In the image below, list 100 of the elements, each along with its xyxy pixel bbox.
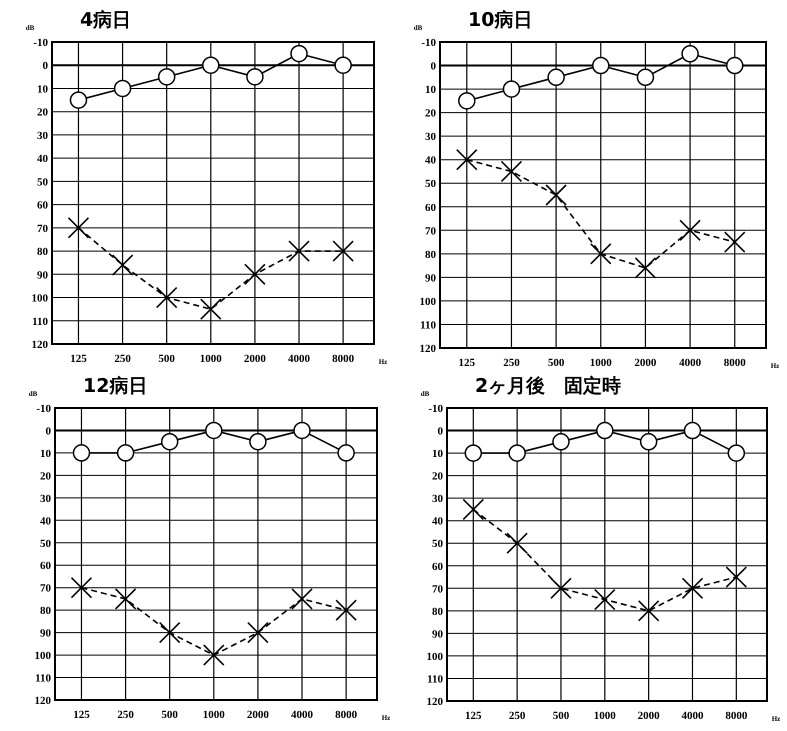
point bbox=[291, 588, 313, 610]
point bbox=[506, 532, 528, 554]
point bbox=[247, 622, 269, 644]
y-tick-label: 80 bbox=[37, 246, 48, 258]
y-tick-label: 20 bbox=[425, 108, 436, 120]
point bbox=[249, 432, 267, 450]
y-tick-label: 90 bbox=[432, 628, 444, 640]
y-tick-label: 10 bbox=[432, 448, 444, 460]
y-tick-label: 70 bbox=[432, 583, 444, 596]
point bbox=[545, 184, 567, 206]
y-tick-label: 30 bbox=[40, 492, 52, 505]
y-tick-label: 120 bbox=[420, 343, 436, 355]
x-tick-label: 2000 bbox=[634, 357, 657, 369]
point bbox=[246, 68, 264, 86]
y-tick-label: 30 bbox=[425, 131, 436, 144]
chart-title: 4病日 bbox=[80, 9, 132, 31]
point bbox=[112, 254, 134, 276]
y-tick-label: 110 bbox=[32, 316, 48, 328]
point bbox=[337, 444, 355, 462]
x-tick-label: 4000 bbox=[288, 353, 311, 365]
x-tick-label: 2000 bbox=[638, 710, 660, 722]
y-tick-label: 10 bbox=[425, 84, 436, 96]
point bbox=[500, 160, 522, 182]
y-tick-label: 60 bbox=[432, 560, 444, 573]
y-tick-label: 40 bbox=[40, 515, 52, 528]
y-tick-label: 80 bbox=[425, 248, 436, 261]
y-tick-label: 20 bbox=[37, 106, 48, 119]
y-tick-label: 90 bbox=[37, 269, 48, 282]
x-tick-label: 2000 bbox=[246, 709, 270, 721]
y-tick-label: 0 bbox=[438, 426, 444, 438]
x-tick-label: 500 bbox=[161, 709, 178, 721]
point bbox=[724, 231, 746, 253]
chart-title: 2ヶ月後 固定時 bbox=[475, 375, 622, 397]
point bbox=[200, 298, 222, 320]
y-tick-label: 100 bbox=[34, 650, 52, 662]
y-tick-label: 120 bbox=[426, 696, 444, 708]
point bbox=[290, 44, 308, 62]
point bbox=[684, 422, 702, 440]
point bbox=[502, 80, 520, 98]
point bbox=[636, 68, 654, 86]
chart-title: 12病日 bbox=[83, 375, 148, 397]
x-tick-label: 2000 bbox=[244, 353, 266, 365]
y-tick-label: 0 bbox=[430, 60, 436, 73]
chart-title: 10病日 bbox=[468, 9, 532, 31]
y-tick-label: 50 bbox=[425, 178, 436, 190]
y-tick-label: 50 bbox=[432, 538, 444, 550]
y-tick-label: 80 bbox=[40, 605, 52, 618]
x-tick-label: 500 bbox=[158, 353, 176, 365]
y-tick-label: 30 bbox=[37, 130, 48, 142]
x-tick-label: 1000 bbox=[202, 709, 226, 721]
y-tick-label: 10 bbox=[40, 448, 52, 460]
x-tick-label: 500 bbox=[552, 710, 570, 722]
point bbox=[640, 433, 658, 451]
point bbox=[681, 45, 699, 63]
point bbox=[158, 68, 176, 86]
y-tick-label: 50 bbox=[40, 538, 52, 550]
point bbox=[634, 257, 656, 279]
x-tick-label: 1000 bbox=[594, 710, 616, 722]
point bbox=[334, 56, 352, 74]
point bbox=[594, 588, 616, 610]
x-tick-label: 125 bbox=[73, 709, 90, 721]
point bbox=[590, 243, 612, 265]
point bbox=[682, 578, 704, 600]
y-tick-label: 70 bbox=[40, 582, 52, 595]
point bbox=[464, 444, 482, 462]
y-tick-label: 60 bbox=[40, 560, 52, 572]
y-tick-label: -10 bbox=[36, 403, 52, 415]
point bbox=[293, 422, 311, 440]
y-tick-label: 120 bbox=[34, 695, 52, 707]
point bbox=[726, 56, 744, 74]
y-tick-label: 20 bbox=[40, 470, 52, 482]
point bbox=[679, 220, 701, 242]
y-tick-label: 90 bbox=[425, 272, 436, 284]
point bbox=[547, 68, 565, 86]
y-tick-label: 60 bbox=[425, 202, 436, 214]
y-tick-label: 40 bbox=[425, 154, 436, 167]
point bbox=[638, 600, 660, 622]
point bbox=[550, 578, 572, 600]
y-tick-label: 20 bbox=[432, 470, 444, 483]
x-tick-label: 8000 bbox=[335, 709, 358, 721]
point bbox=[288, 240, 310, 262]
point bbox=[72, 444, 90, 462]
point bbox=[156, 286, 178, 308]
x-tick-label: 500 bbox=[548, 357, 565, 369]
y-tick-label: 0 bbox=[42, 60, 48, 72]
point bbox=[160, 432, 178, 450]
point bbox=[552, 433, 570, 451]
point bbox=[728, 444, 746, 462]
y-tick-label: -10 bbox=[421, 37, 436, 49]
x-tick-label: 8000 bbox=[724, 357, 746, 369]
point bbox=[456, 148, 478, 170]
point bbox=[244, 264, 266, 286]
point bbox=[158, 622, 180, 644]
x-tick-label: 125 bbox=[458, 357, 476, 369]
point bbox=[68, 217, 90, 239]
y-tick-label: -10 bbox=[428, 403, 444, 415]
point bbox=[458, 92, 476, 110]
y-tick-label: 0 bbox=[46, 425, 52, 438]
y-tick-label: 30 bbox=[432, 493, 444, 506]
point bbox=[592, 56, 610, 74]
